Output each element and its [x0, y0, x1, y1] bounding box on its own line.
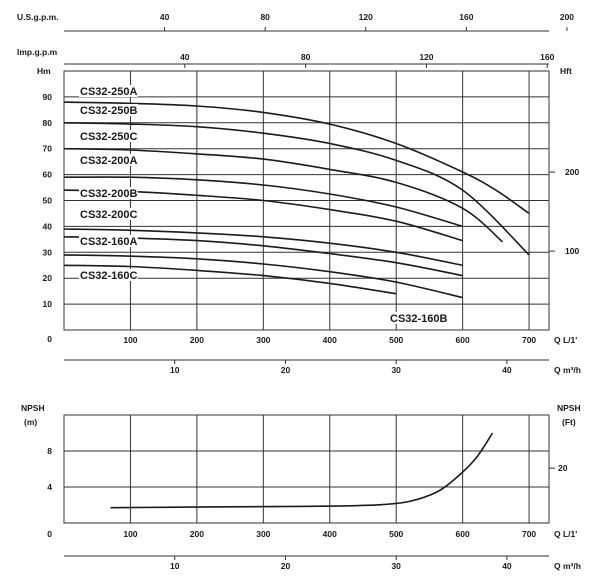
head-m3h-tick-label: 10	[170, 365, 180, 375]
npsh-x-tick-label: 300	[256, 529, 270, 539]
usgpm-axis-label: U.S.g.p.m.	[17, 12, 59, 22]
series-label-bg	[79, 154, 138, 166]
head-y-tick-label: 30	[43, 247, 53, 257]
head-curve-cs32-200a	[63, 176, 463, 228]
head-y-tick-label: 50	[43, 196, 53, 206]
head-y-tick-label: 80	[43, 118, 53, 128]
series-label-bg	[79, 235, 138, 247]
usgpm-tick-label: 160	[459, 12, 473, 22]
impgpm-tick-label: 120	[419, 52, 433, 62]
head-x-tick-label: 500	[389, 335, 403, 345]
head-x-tick-label: 200	[190, 335, 204, 345]
npsh-x-tick-label: 200	[190, 529, 204, 539]
head-y-tick-label: 0	[47, 334, 52, 344]
head-y-tick-label: 40	[43, 221, 53, 231]
npsh-y2-tick-label: 20	[558, 463, 568, 473]
npsh-y-tick-label: 0	[47, 529, 52, 539]
series-label-cs32-160a: CS32-160A	[80, 236, 138, 248]
head-curve-cs32-160c	[63, 264, 397, 295]
impgpm-tick-label: 80	[301, 52, 311, 62]
series-label-cs32-160b: CS32-160B	[390, 313, 448, 325]
npsh-y-tick-label: 8	[47, 446, 52, 456]
npsh-x-tick-label: 400	[323, 529, 337, 539]
head-y-tick-label: 70	[43, 144, 53, 154]
series-label-cs32-250b: CS32-250B	[80, 105, 138, 117]
head-m3h-axis-label: Q m³/h	[554, 365, 581, 375]
head-x-axis-label: Q L/1'	[554, 335, 577, 345]
npsh-m3h-tick-label: 20	[281, 561, 291, 571]
head-x-tick-label: 100	[123, 335, 137, 345]
series-label-cs32-160c: CS32-160C	[80, 270, 138, 282]
series-label-cs32-250a: CS32-250A	[80, 86, 138, 98]
series-label-bg	[389, 312, 448, 324]
head-x-tick-label: 300	[256, 335, 270, 345]
series-label-bg	[79, 187, 138, 199]
head-y2-tick-label: 100	[565, 246, 579, 256]
head-y-tick-label: 60	[43, 170, 53, 180]
series-label-cs32-250c: CS32-250C	[80, 131, 138, 143]
head-x-tick-label: 600	[456, 335, 470, 345]
head-y-tick-label: 90	[43, 92, 53, 102]
impgpm-tick-label: 40	[180, 52, 190, 62]
usgpm-tick-label: 80	[260, 12, 270, 22]
npsh-x-tick-label: 500	[389, 529, 403, 539]
head-curve-cs32-160b	[63, 254, 463, 299]
series-label-cs32-200a: CS32-200A	[80, 155, 138, 167]
npsh-y-axis-label-line2: (m)	[24, 417, 37, 427]
npsh-x-tick-label: 100	[123, 529, 137, 539]
head-x-tick-label: 400	[323, 335, 337, 345]
npsh-m3h-axis-label: Q m³/h	[554, 561, 581, 571]
head-curve-cs32-200c	[63, 228, 463, 267]
npsh-curve	[110, 432, 494, 509]
head-curve-cs32-250c	[63, 147, 504, 243]
series-label-cs32-200b: CS32-200B	[80, 188, 138, 200]
series-label-bg	[79, 208, 138, 220]
npsh-y-axis-label-line1: NPSH	[21, 403, 45, 413]
series-label-bg	[79, 104, 138, 116]
series-label-bg	[79, 269, 138, 281]
npsh-m3h-tick-label: 10	[170, 561, 180, 571]
npsh-m3h-tick-label: 30	[391, 561, 401, 571]
head-m3h-tick-label: 20	[281, 365, 291, 375]
head-curve-cs32-250b	[63, 122, 530, 256]
impgpm-tick-label: 160	[540, 52, 554, 62]
head-m3h-tick-label: 40	[502, 365, 512, 375]
series-label-bg	[79, 130, 138, 142]
head-y2-tick-label: 200	[565, 167, 579, 177]
series-label-bg	[79, 85, 138, 97]
usgpm-tick-label: 200	[560, 12, 574, 22]
npsh-y2-axis-label-line1: NPSH	[557, 403, 581, 413]
head-m3h-tick-label: 30	[391, 365, 401, 375]
impgpm-axis-label: Imp.g.p.m	[17, 47, 58, 57]
head-curve-cs32-250a	[63, 101, 530, 215]
usgpm-tick-label: 120	[359, 12, 373, 22]
head-y-axis-label: Hm	[37, 66, 51, 76]
npsh-x-tick-label: 600	[456, 529, 470, 539]
head-y2-axis-label: Hft	[560, 66, 572, 76]
head-y-tick-label: 10	[43, 299, 53, 309]
head-x-tick-label: 700	[522, 335, 536, 345]
npsh-plot-frame	[63, 414, 550, 524]
npsh-x-axis-label: Q L/1'	[554, 529, 577, 539]
head-y-tick-label: 20	[43, 273, 53, 283]
usgpm-tick-label: 40	[160, 12, 170, 22]
npsh-x-tick-label: 700	[522, 529, 536, 539]
series-label-cs32-200c: CS32-200C	[80, 209, 138, 221]
npsh-y-tick-label: 4	[47, 482, 52, 492]
npsh-y2-axis-label-line2: (Ft)	[562, 417, 576, 427]
npsh-m3h-tick-label: 40	[502, 561, 512, 571]
